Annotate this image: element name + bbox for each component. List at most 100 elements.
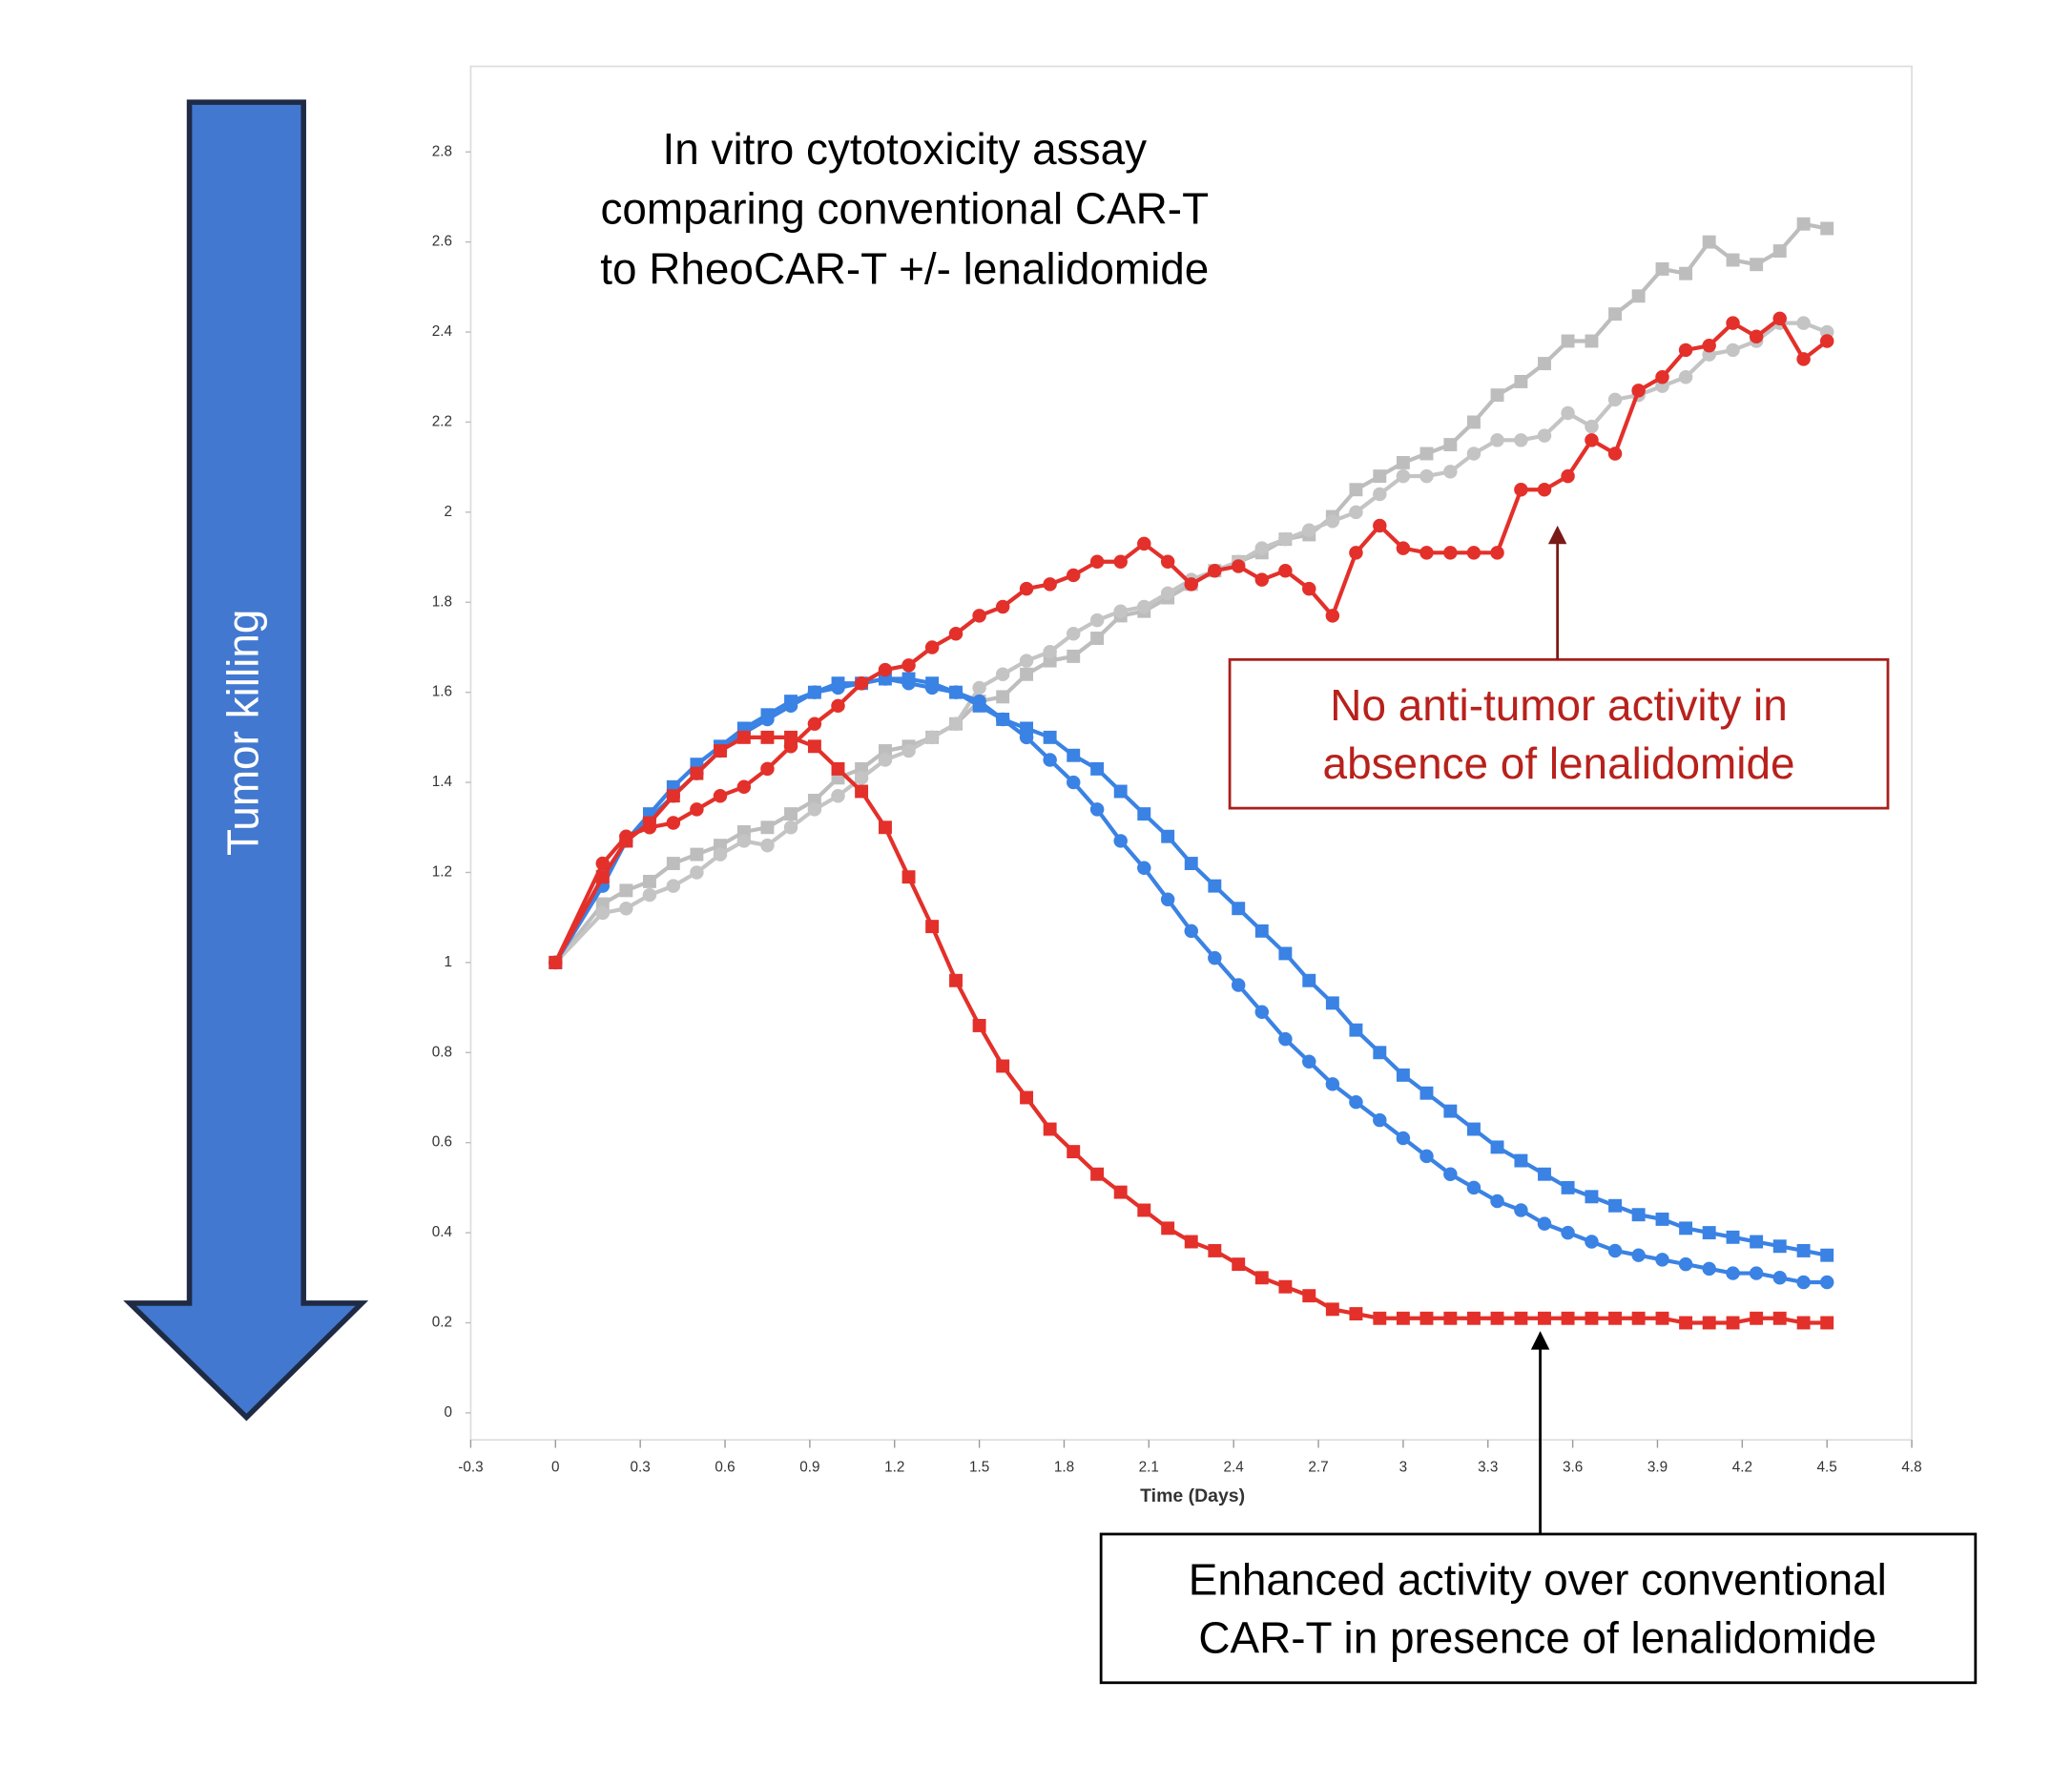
marker [1254,1005,1270,1020]
annotation-text: absence of lenalidomide [1323,738,1795,788]
marker [901,675,916,691]
marker [1373,469,1387,484]
marker [1726,343,1740,358]
marker [1396,1311,1410,1325]
marker [1373,487,1387,502]
x-tick-label: 0.6 [715,1459,735,1475]
marker [831,680,845,696]
marker [1631,289,1646,303]
marker [690,802,704,817]
marker [972,609,986,623]
annotation-arrowhead [1530,1331,1550,1350]
marker [1772,1239,1787,1254]
marker [924,730,940,745]
marker [1678,370,1693,384]
y-tick-label: 0 [444,1404,452,1421]
marker [1820,221,1834,236]
marker [783,698,798,714]
marker [1113,1185,1128,1199]
marker [995,667,1010,682]
marker [690,847,704,862]
marker [1184,857,1198,870]
marker [1302,1289,1316,1303]
marker [1278,563,1293,578]
marker [1373,1112,1387,1128]
marker [1067,748,1081,762]
marker [1820,1248,1834,1262]
marker [1113,784,1128,799]
marker [901,658,916,673]
marker [1325,1302,1339,1317]
marker [1490,1311,1504,1325]
marker [1537,428,1552,443]
marker [1302,1054,1316,1069]
marker [1443,546,1458,560]
marker [1561,1225,1575,1240]
marker [713,847,728,862]
marker [1607,446,1623,461]
x-axis-label: Time (Days) [1140,1485,1245,1506]
marker [1631,384,1646,398]
marker [1749,329,1764,343]
marker [760,838,775,853]
marker [1772,1311,1787,1325]
marker [619,834,633,848]
marker [1066,568,1081,583]
marker [1208,879,1222,893]
marker [1373,518,1387,533]
marker [1443,438,1458,452]
marker [666,857,680,870]
marker [1349,1094,1363,1110]
marker [996,690,1010,704]
marker [1608,1198,1622,1213]
marker [1490,546,1504,560]
marker [1514,433,1528,447]
marker [1466,546,1481,560]
marker [855,784,869,799]
x-tick-label: 0.3 [631,1459,651,1475]
marker [1514,375,1528,388]
marker [1373,1311,1387,1325]
marker [1066,775,1081,790]
marker [736,834,752,848]
marker [784,807,798,821]
marker [972,694,986,709]
marker [1161,1221,1175,1236]
marker [995,712,1010,727]
marker [1702,338,1716,353]
marker [948,627,963,641]
marker [1655,370,1669,384]
marker [1750,1311,1764,1325]
marker [878,753,893,767]
marker [1819,334,1834,348]
y-tick-label: 1.8 [432,593,452,610]
marker [1750,1235,1764,1249]
marker [760,730,775,744]
marker [1561,468,1575,484]
x-tick-label: 3 [1399,1459,1408,1475]
marker [1726,1230,1740,1244]
marker [1419,1311,1434,1325]
marker [736,730,751,744]
marker [996,1059,1010,1073]
marker [666,879,681,893]
marker [1726,1266,1740,1280]
marker [1466,1311,1481,1325]
marker [1137,536,1151,551]
marker [831,761,845,776]
marker [1137,807,1151,821]
marker [736,779,752,795]
tumor-killing-arrow [123,99,369,1422]
marker [1585,1235,1599,1249]
marker [690,766,704,780]
marker [948,716,963,731]
x-tick-label: 1.8 [1054,1459,1074,1475]
marker [1561,1180,1575,1194]
marker [1726,253,1740,267]
marker [1137,1203,1151,1217]
x-tick-label: 0 [551,1459,560,1475]
marker [1702,235,1716,249]
marker [1514,1203,1528,1217]
marker [1772,1271,1787,1285]
